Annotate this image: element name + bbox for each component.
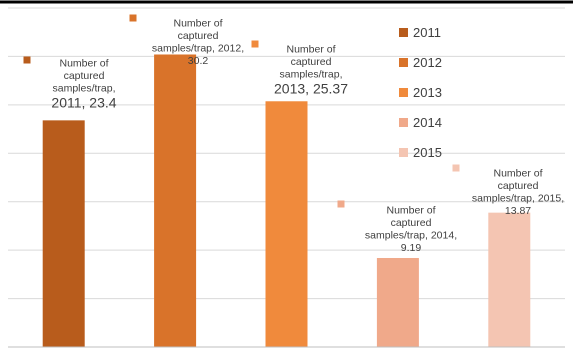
data-label-line: Number of	[386, 205, 435, 217]
data-label-line: Number of	[59, 58, 108, 70]
legend-item-2012: 2012	[399, 55, 442, 70]
legend-swatch	[399, 148, 408, 157]
legend-swatch	[399, 28, 408, 37]
data-label-line: captured	[391, 217, 432, 229]
data-label-line: captured	[64, 70, 105, 82]
data-label-line: Number of	[493, 168, 542, 180]
data-label-line: samples/trap, 2015,	[472, 193, 564, 205]
bars	[42, 54, 531, 348]
data-label-line: 13.87	[505, 205, 531, 217]
legend-item-2011: 2011	[399, 25, 441, 40]
data-label-marker	[337, 200, 345, 208]
data-label-line: samples/trap, 2014,	[365, 230, 457, 242]
data-label-line: captured	[291, 56, 332, 68]
legend-swatch	[399, 88, 408, 97]
legend-swatch	[399, 58, 408, 67]
data-label-line: captured	[498, 180, 539, 192]
data-label-marker	[129, 14, 137, 22]
data-label-line: 9.19	[401, 242, 422, 254]
legend-label: 2015	[413, 145, 442, 160]
data-label-line: samples/trap, 2012,	[152, 43, 244, 55]
data-label-marker	[452, 164, 460, 172]
legend-label: 2014	[413, 115, 442, 130]
bar-2015	[488, 212, 531, 347]
data-label-line: 30.2	[188, 55, 209, 67]
legend-item-2015: 2015	[399, 145, 442, 160]
bar-2011	[42, 120, 85, 348]
legend-item-2014: 2014	[399, 115, 442, 130]
legend-item-2013: 2013	[399, 85, 442, 100]
data-label-marker	[23, 56, 31, 64]
bar-2012	[154, 54, 197, 348]
legend-label: 2012	[413, 55, 442, 70]
bar-2014	[376, 257, 419, 347]
data-label-marker	[251, 40, 259, 48]
data-label-line: 2013, 25.37	[274, 81, 348, 97]
data-label-line: captured	[178, 30, 219, 42]
data-label-line: 2011, 23.4	[51, 95, 116, 111]
legend-label: 2013	[413, 85, 442, 100]
data-label-line: Number of	[286, 44, 335, 56]
data-label-line: Number of	[173, 18, 222, 30]
legend-label: 2011	[413, 25, 441, 40]
bar-2013	[265, 101, 308, 347]
legend-swatch	[399, 118, 408, 127]
legend: 2011 2012 2013 2014 2015	[399, 25, 442, 160]
data-label-line: samples/trap,	[279, 69, 342, 81]
data-label-line: samples/trap,	[52, 83, 115, 95]
